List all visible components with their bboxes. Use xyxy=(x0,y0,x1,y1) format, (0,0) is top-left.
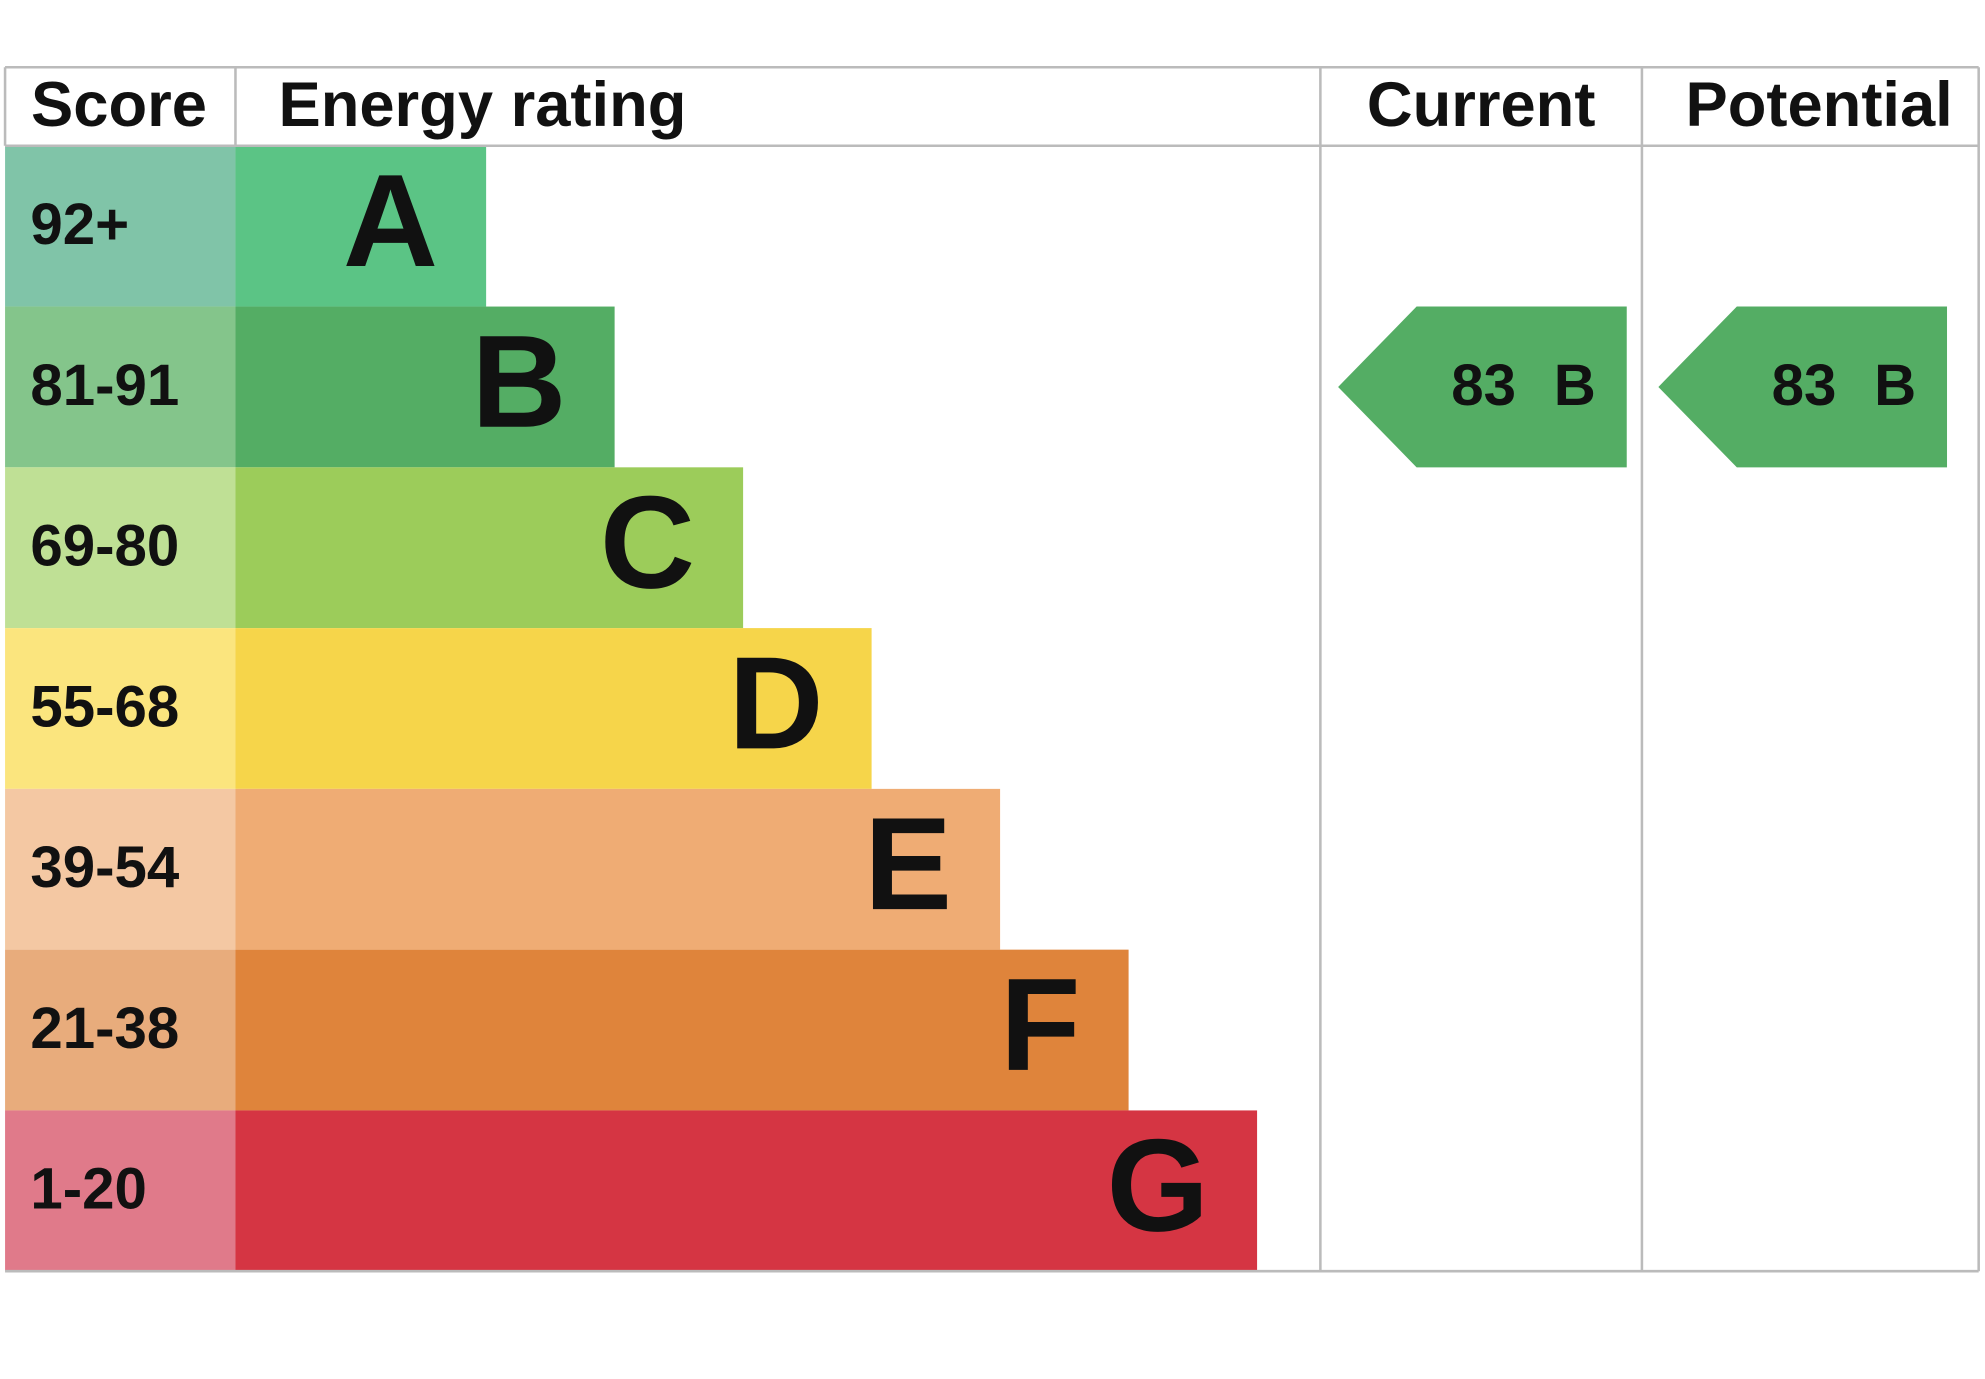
rating-letter: D xyxy=(728,629,823,776)
rating-letter: A xyxy=(343,147,438,294)
score-label: 69-80 xyxy=(30,514,179,579)
rating-letter: E xyxy=(864,790,952,937)
rating-letter: F xyxy=(1000,951,1080,1098)
score-cell xyxy=(5,145,236,307)
header-score: Score xyxy=(31,70,207,140)
score-cell xyxy=(5,467,236,629)
rating-bar xyxy=(235,145,487,307)
rating-bar xyxy=(235,628,872,789)
potential-arrow xyxy=(1658,306,1948,468)
score-cell xyxy=(5,1110,236,1272)
header-energy-rating: Energy rating xyxy=(279,70,687,140)
rating-bar xyxy=(235,306,615,468)
score-label: 92+ xyxy=(30,192,129,257)
potential-score: 83 xyxy=(1772,353,1837,418)
score-cell xyxy=(5,949,236,1111)
current-arrow xyxy=(1338,306,1627,468)
score-label: 81-91 xyxy=(30,353,179,418)
header-potential: Potential xyxy=(1686,70,1953,140)
score-label: 21-38 xyxy=(30,996,179,1061)
rating-bar xyxy=(235,788,1001,950)
rating-letter: B xyxy=(471,308,566,455)
score-label: 39-54 xyxy=(30,835,180,900)
score-label: 55-68 xyxy=(30,674,179,739)
current-score: 83 xyxy=(1451,353,1516,418)
rating-letter: C xyxy=(600,469,695,616)
rating-bar xyxy=(235,467,744,629)
score-cell xyxy=(5,306,236,468)
header-current: Current xyxy=(1367,70,1596,140)
rating-bar xyxy=(235,949,1129,1111)
score-cell xyxy=(5,788,236,950)
rating-bar xyxy=(235,1110,1258,1272)
rating-letter: G xyxy=(1107,1112,1209,1259)
potential-rating: B xyxy=(1874,353,1916,418)
score-cell xyxy=(5,628,236,789)
current-rating: B xyxy=(1554,353,1596,418)
score-label: 1-20 xyxy=(30,1157,147,1222)
